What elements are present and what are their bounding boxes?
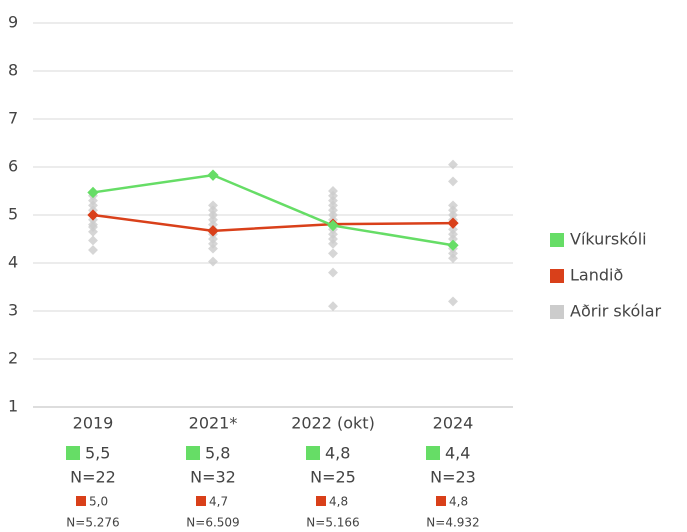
legend-label: Aðrir skólar xyxy=(570,302,661,321)
table-swatch xyxy=(186,446,200,460)
series-point xyxy=(447,239,459,251)
x-tick-label: 2022 (okt) xyxy=(291,414,375,433)
table-swatch xyxy=(76,496,86,506)
series-point xyxy=(207,225,219,237)
table-swatch xyxy=(66,446,80,460)
table-swatch xyxy=(306,446,320,460)
x-tick-label: 2019 xyxy=(73,414,114,433)
series-point xyxy=(327,219,339,232)
other-school-point xyxy=(448,176,458,187)
other-school-point xyxy=(328,301,338,312)
legend-swatch xyxy=(550,233,564,247)
value-label: 4,8 xyxy=(449,495,468,509)
series-point xyxy=(447,217,459,229)
table-swatch xyxy=(426,446,440,460)
series-line xyxy=(92,173,454,247)
other-school-point xyxy=(448,200,458,211)
n-label: N=6.509 xyxy=(186,516,239,530)
y-tick-label: 6 xyxy=(8,157,18,176)
other-school-point xyxy=(328,248,338,259)
other-school-point xyxy=(88,245,98,255)
y-tick-label: 2 xyxy=(8,349,18,368)
n-label: N=25 xyxy=(310,468,356,487)
y-tick-label: 3 xyxy=(8,301,18,320)
value-label: 4,8 xyxy=(325,444,350,463)
legend-swatch xyxy=(550,305,564,319)
y-tick-label: 8 xyxy=(8,61,18,80)
x-tick-label: 2021* xyxy=(189,414,238,433)
legend-swatch xyxy=(550,269,564,283)
value-label: 4,4 xyxy=(445,444,470,463)
table-swatch xyxy=(316,496,326,506)
value-label: 4,7 xyxy=(209,495,228,509)
value-label: 4,8 xyxy=(329,495,348,509)
x-tick-label: 2024 xyxy=(433,414,474,433)
legend-label: Landið xyxy=(570,266,623,285)
n-label: N=4.932 xyxy=(426,516,479,530)
value-label: 5,0 xyxy=(89,495,108,509)
y-tick-label: 9 xyxy=(8,13,18,32)
y-tick-label: 4 xyxy=(8,253,18,272)
value-label: 5,5 xyxy=(85,444,110,463)
other-school-point xyxy=(448,296,458,307)
other-school-point xyxy=(448,159,458,170)
other-school-point xyxy=(328,186,338,196)
other-school-point xyxy=(88,235,98,246)
y-tick-label: 7 xyxy=(8,109,18,128)
n-label: N=22 xyxy=(70,468,116,487)
n-label: N=32 xyxy=(190,468,236,487)
y-tick-label: 1 xyxy=(8,397,18,416)
series-line xyxy=(92,213,454,233)
y-tick-label: 5 xyxy=(8,205,18,224)
table-swatch xyxy=(196,496,206,506)
other-school-point xyxy=(208,200,218,211)
value-label: 5,8 xyxy=(205,444,230,463)
n-label: N=5.276 xyxy=(66,516,119,530)
other-school-point xyxy=(328,267,338,278)
n-label: N=5.166 xyxy=(306,516,359,530)
series-point xyxy=(207,169,219,181)
table-swatch xyxy=(436,496,446,506)
other-school-point xyxy=(448,224,458,235)
other-school-point xyxy=(208,256,218,267)
legend-label: Víkurskóli xyxy=(570,230,647,249)
n-label: N=23 xyxy=(430,468,476,487)
